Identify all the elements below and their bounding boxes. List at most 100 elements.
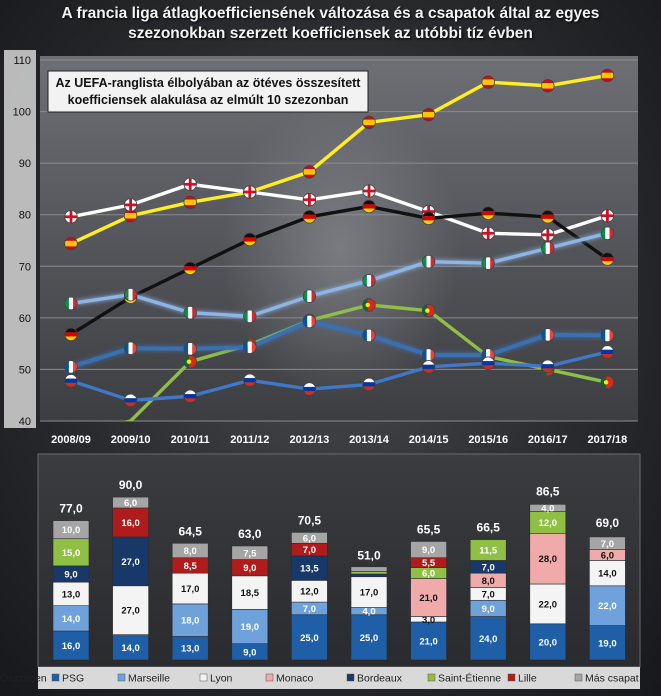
bar-totals: 77,0 90,0 64,5 63,0 70,5 51,0 65,5 66,5 86,5 69,0 [59, 478, 619, 563]
spain-flag-icon [600, 68, 615, 83]
legend-swatch [427, 673, 436, 682]
bar-total-label: 63,0 [238, 527, 262, 541]
legend-swatch [346, 673, 355, 682]
bar-segment-label: 28,0 [539, 554, 558, 565]
bar-segment-label: 9,0 [64, 570, 77, 581]
bar-segment-label: 7,0 [601, 539, 614, 550]
series-line-france [69, 319, 610, 369]
y-axis-band [4, 50, 36, 428]
bar-segment-psg [112, 634, 149, 661]
france-flag-icon [362, 328, 376, 343]
bar-segment-label: 5,5 [422, 558, 436, 569]
title-line-1: A francia liga átlagkoefficiensének vált… [61, 5, 600, 22]
series-line-spain [69, 73, 610, 246]
series-line-portugal [122, 303, 610, 421]
england-flag-icon [123, 198, 138, 212]
legend-label: Monaco [276, 673, 314, 685]
bar-segment-label: 15,0 [62, 548, 81, 559]
y-tick-label: 80 [19, 210, 31, 222]
title-line-2: szezonokban szerzett koefficiensek az ut… [128, 25, 533, 42]
legend-swatch [51, 673, 60, 682]
germany-flag-icon [243, 232, 257, 247]
italy-flag-icon [481, 256, 495, 270]
legend-item: Más csapat [574, 673, 639, 685]
germany-flag-icon [541, 210, 555, 224]
bar-segment-label: 17,0 [360, 588, 379, 599]
spain-flag-icon [421, 107, 436, 122]
italy-flag-icon [64, 296, 78, 311]
bar-segment-label: 14,0 [598, 569, 617, 580]
russia-flag-icon [302, 382, 317, 396]
bar-segment-lyon [350, 576, 388, 608]
russia-flag-icon [600, 345, 615, 359]
bar-segment-label: 27,0 [121, 557, 140, 568]
y-tick-label: 70 [19, 261, 31, 273]
france-flag-icon [541, 328, 555, 342]
legend-label: Saint-Étienne [438, 672, 501, 685]
bar-segment-psg [350, 614, 388, 661]
x-axis-labels: 2008/09 2009/10 2010/11 2011/12 2012/13 2013/… [51, 434, 627, 446]
bar-total-label: 66,5 [477, 521, 501, 535]
legend-item: Marseille [117, 673, 170, 685]
series-line-germany [69, 204, 610, 337]
russia-flag-icon [481, 356, 495, 370]
france-flag-icon [64, 360, 78, 374]
stacked-bars: 16,0 14,0 13,0 9,0 15,0 10,0 14,0 27,0 27,0 16,0 6… [52, 496, 626, 661]
germany-flag-icon [302, 210, 317, 224]
italy-flag-icon [421, 254, 436, 269]
bar-segment-label: 8,0 [482, 576, 495, 587]
spain-flag-icon [302, 165, 317, 179]
legend-label: Összesen [0, 673, 47, 685]
bar-segment-marseille [589, 585, 626, 626]
bar-total-label: 64,5 [179, 524, 203, 538]
bar-segment-m-s-csapat [52, 520, 90, 540]
bar-segment-bordeaux [112, 536, 149, 587]
y-tick-label: 60 [19, 313, 31, 325]
y-tick-label: 110 [13, 55, 31, 67]
bar-segment-label: 9,0 [243, 647, 256, 658]
bar-total-label: 86,5 [536, 484, 560, 498]
legend-label: Marseille [128, 673, 170, 685]
england-flag-icon [183, 177, 197, 191]
x-tick-label: 2017/18 [588, 434, 628, 446]
portugal-flag-icon [362, 298, 376, 312]
bar-segment-label: 16,0 [62, 641, 81, 652]
bar-total-label: 51,0 [357, 549, 381, 563]
bar-segment-label: 12,0 [539, 518, 558, 529]
line-y-ticks: 40 50 60 70 80 90 100 110 [4, 50, 36, 428]
legend-label: Bordeaux [357, 673, 403, 685]
x-tick-label: 2014/15 [409, 434, 449, 446]
bar-segment-label: 13,5 [300, 564, 319, 575]
bar-segment-psg [291, 614, 328, 661]
bar-segment-saint-tienne [350, 571, 388, 575]
italy-flag-icon [362, 274, 376, 288]
series-line-russia [69, 350, 610, 403]
italy-flag-icon [541, 241, 555, 255]
series-line-italy [69, 231, 610, 319]
bar-segment-psg [469, 616, 507, 661]
legend-label: PSG [62, 673, 84, 685]
germany-flag-icon [64, 327, 78, 342]
russia-flag-icon [123, 393, 138, 408]
bar-segment-lyon [231, 575, 269, 610]
germany-flag-icon [421, 211, 436, 226]
legend-label: Más csapat [585, 673, 639, 685]
bar-segment-m-s-csapat [291, 532, 328, 544]
bar-segment-saint-tienne [469, 539, 507, 561]
line-chart-title-2: koefficiensek alakulása az elmúlt 10 sze… [68, 93, 349, 107]
y-tick-label: 100 [13, 107, 31, 119]
bar-segment-bordeaux [291, 555, 328, 581]
bar-segment-label: 19,0 [241, 622, 260, 633]
bar-segment-label: 7,5 [243, 548, 257, 559]
russia-flag-icon [362, 377, 376, 392]
bar-segment-label: 8,0 [184, 546, 197, 557]
league-logo-watermark [220, 100, 460, 400]
england-flag-icon [481, 226, 495, 240]
bar-segment-label: 24,0 [479, 634, 498, 645]
legend-item: PSG [51, 673, 84, 685]
france-flag-icon [183, 342, 197, 356]
bar-segment-lyon [589, 560, 626, 587]
legend-item: Lyon [199, 673, 233, 685]
bar-total-label: 77,0 [59, 502, 83, 516]
